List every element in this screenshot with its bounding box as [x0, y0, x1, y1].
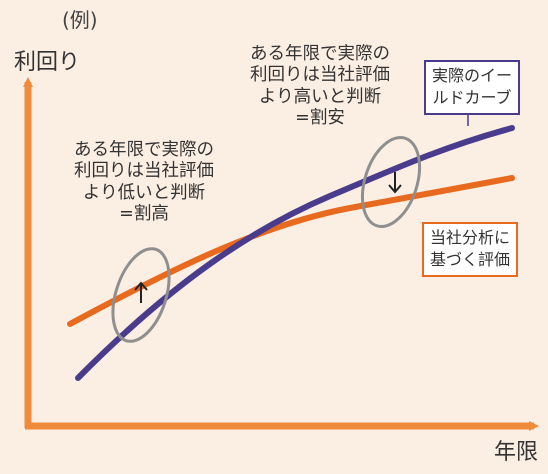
- actual-yield-curve-legend: 実際のイー ルドカーブ: [424, 60, 521, 115]
- short-term-annotation: ある年限で実際の 利回りは当社評価 より低いと判断 =割高: [74, 140, 214, 225]
- up-arrow-icon: [134, 281, 148, 303]
- company-evaluation-legend: 当社分析に 基づく評価: [422, 222, 519, 277]
- long-term-annotation: ある年限で実際の 利回りは当社評価 より高いと判断 =割安: [250, 44, 390, 129]
- long-term-ellipse: [360, 136, 422, 228]
- actual-yield-curve: [75, 125, 515, 381]
- example-label: (例): [62, 8, 98, 32]
- evaluation-curve: [67, 175, 515, 327]
- x-axis-label: 年限: [494, 440, 539, 465]
- down-arrow-icon: [388, 172, 402, 194]
- short-term-ellipse: [111, 247, 171, 343]
- y-axis-label: 利回り: [14, 50, 81, 75]
